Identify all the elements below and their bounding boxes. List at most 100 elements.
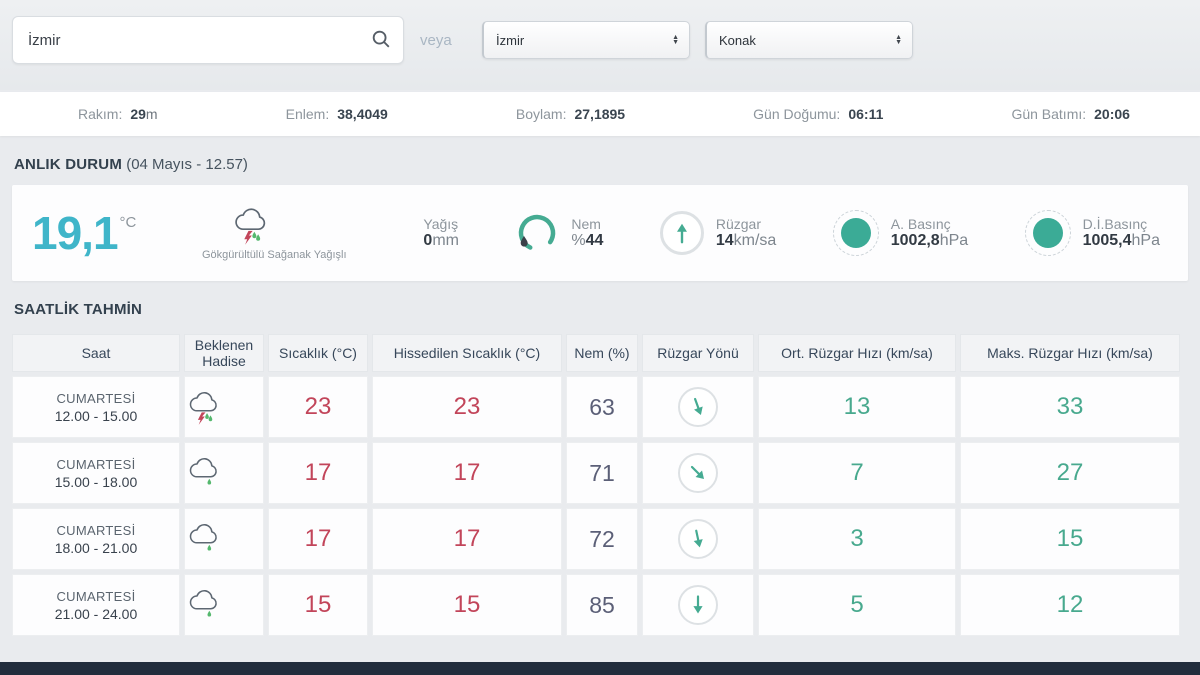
current-subtitle: (04 Mayıs - 12.57) [126,156,248,173]
province-select-value: İzmir [496,32,525,48]
cell-time: CUMARTESİ 18.00 - 21.00 [12,508,180,571]
or-label: veya [420,32,452,49]
column-header: Rüzgar Yönü [642,334,754,373]
cell-temperature: 15 [268,574,368,637]
cell-time: CUMARTESİ 15.00 - 18.00 [12,442,180,505]
avg-wind-value: 5 [850,591,864,619]
select-arrows-icon: ▲ ▼ [895,34,902,46]
info-value: 27,1895 [574,106,626,122]
feels-like-value: 17 [453,459,481,487]
temperature-value: 19,1 [32,207,119,259]
info-value: 06:11 [848,106,884,122]
avg-wind-value: 13 [843,393,871,421]
day-label: CUMARTESİ [56,456,136,472]
select-arrows-icon: ▲ ▼ [672,34,679,46]
cell-temperature: 23 [268,376,368,439]
metric-label: D.İ.Basınç [1082,216,1148,232]
temperature-value: 23 [304,393,332,421]
metric-value: 14 [715,232,734,249]
info-item: Gün Doğumu: 06:11 [753,106,883,122]
wind-direction-icon [659,211,704,255]
location-info-bar: Rakım: 29m Enlem: 38,4049 Boylam: 27,1895 Gün … [0,92,1200,136]
info-label: Rakım: [78,106,123,122]
wind-direction-icon [678,585,718,626]
cell-wind-direction [642,376,754,439]
metric-value: 1005,4 [1082,232,1132,249]
table-row: CUMARTESİ 12.00 - 15.00 23 23 63 13 33 [12,376,1180,439]
condition-label: Gökgürültülü Sağanak Yağışlı [202,248,347,261]
district-select-value: Konak [719,32,756,48]
max-wind-value: 15 [1056,525,1084,553]
hourly-table-body: CUMARTESİ 12.00 - 15.00 23 23 63 13 33 CUMARTES… [12,376,1180,637]
cell-time: CUMARTESİ 12.00 - 15.00 [12,376,180,439]
info-value: 20:06 [1094,106,1130,122]
time-range: 18.00 - 21.00 [54,539,138,556]
metric-label: Nem [571,216,601,232]
info-item: Boylam: 27,1895 [516,106,625,122]
humidity-metric: Nem %44 [515,211,603,255]
cell-max-wind: 15 [960,508,1180,571]
province-select[interactable]: İzmir ▲ ▼ [482,21,690,59]
metric-value: 0 [423,232,433,249]
current-title: ANLIK DURUM [14,156,123,173]
max-wind-value: 12 [1056,591,1084,619]
cell-feels-like: 17 [372,508,562,571]
feels-like-value: 17 [453,525,481,553]
column-header: Nem (%) [566,334,638,373]
current-condition: Gökgürültülü Sağanak Yağışlı [192,204,367,263]
humidity-value: 63 [589,393,615,420]
cell-wind-direction [642,508,754,571]
cell-max-wind: 27 [960,442,1180,505]
info-label: Enlem: [285,106,330,122]
max-wind-value: 27 [1056,459,1084,487]
table-row: CUMARTESİ 18.00 - 21.00 17 17 72 3 15 [12,508,1180,571]
search-input[interactable] [13,31,359,49]
wind-direction-icon [678,387,718,428]
cell-max-wind: 33 [960,376,1180,439]
hourly-title: SAATLİK TAHMİN [14,301,143,318]
cloud-rain-icon [185,520,263,558]
current-temperature: 19,1 °C [32,210,192,256]
cell-temperature: 17 [268,442,368,505]
actual-pressure-metric: A. Basınç 1002,8hPa [832,210,968,256]
max-wind-value: 33 [1056,393,1084,421]
day-label: CUMARTESİ [56,390,136,406]
metric-label: A. Basınç [890,216,951,232]
info-value: 29m [130,106,158,122]
cell-condition [184,574,264,637]
cloud-rain-icon [185,586,263,624]
hourly-forecast: Saat Beklenen Hadise Sıcaklık (°C) Hissedil… [12,330,1188,640]
column-header: Hissedilen Sıcaklık (°C) [372,334,562,373]
temperature-value: 17 [304,525,332,553]
column-header: Saat [12,334,180,373]
metric-unit: hPa [1131,232,1160,249]
info-label: Gün Doğumu: [753,106,841,122]
cell-humidity: 85 [566,574,638,637]
info-item: Rakım: 29m [78,106,158,122]
info-item: Gün Batımı: 20:06 [1011,106,1130,122]
hourly-table-head: Saat Beklenen Hadise Sıcaklık (°C) Hissedil… [12,334,1180,373]
time-range: 12.00 - 15.00 [54,407,138,424]
wind-direction-icon [678,453,718,494]
current-section-title: ANLIK DURUM (04 Mayıs - 12.57) [14,156,1200,173]
humidity-value: 71 [589,459,615,486]
cell-feels-like: 17 [372,442,562,505]
metric-unit: km/sa [733,232,777,249]
cell-avg-wind: 13 [758,376,956,439]
table-row: CUMARTESİ 15.00 - 18.00 17 17 71 7 27 [12,442,1180,505]
metric-value: 44 [585,232,604,249]
info-label: Boylam: [515,106,567,122]
cell-condition [184,442,264,505]
cell-humidity: 71 [566,442,638,505]
avg-wind-value: 3 [850,525,864,553]
cell-humidity: 63 [566,376,638,439]
info-label: Gün Batımı: [1011,106,1087,122]
district-select[interactable]: Konak ▲ ▼ [705,21,913,59]
cell-temperature: 17 [268,508,368,571]
cell-wind-direction [642,442,754,505]
cell-time: CUMARTESİ 21.00 - 24.00 [12,574,180,637]
thunderstorm-icon [202,204,272,246]
metric-prefix: % [571,232,586,249]
search-button[interactable] [359,17,403,63]
precipitation-metric: Yağış 0mm [423,216,459,250]
